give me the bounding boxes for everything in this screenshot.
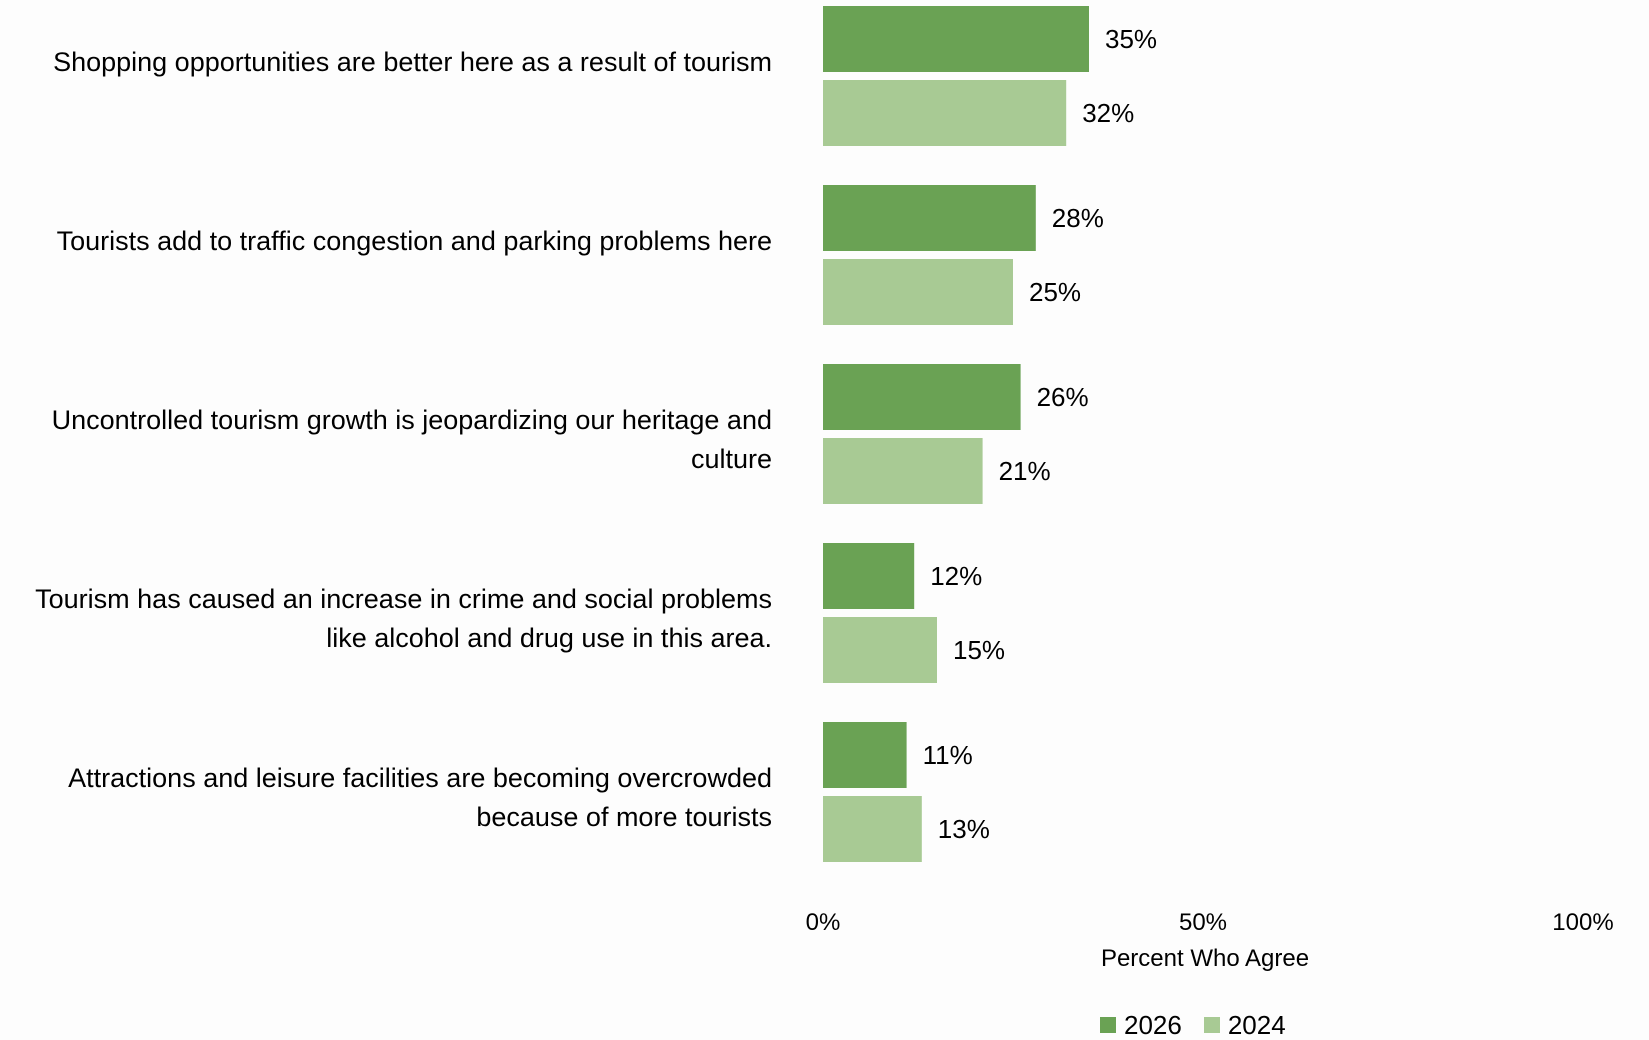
x-tick-label: 0% — [806, 909, 841, 936]
legend-label: 2026 — [1124, 1010, 1182, 1040]
bar-2026-5 — [823, 722, 907, 788]
bar-2026-4 — [823, 543, 915, 609]
bar-2026-2 — [823, 185, 1036, 251]
bar-2024-1 — [823, 80, 1067, 146]
legend: 2026 2024 — [1100, 1010, 1308, 1040]
x-axis-title: Percent Who Agree — [1100, 945, 1310, 972]
bar-2024-3 — [823, 438, 983, 504]
data-label: 12% — [930, 561, 982, 591]
bar-2024-4 — [823, 617, 937, 683]
data-label: 26% — [1037, 382, 1089, 412]
data-label: 35% — [1105, 24, 1157, 54]
category-label: Uncontrolled tourism growth is jeopardiz… — [51, 405, 772, 474]
data-label: 11% — [923, 740, 973, 770]
data-label: 13% — [938, 814, 990, 844]
data-label: 25% — [1029, 277, 1081, 307]
category-label: Tourism has caused an increase in crime … — [35, 584, 772, 653]
x-tick-label: 50% — [1179, 909, 1227, 936]
legend-label: 2024 — [1227, 1010, 1286, 1040]
category-label: Shopping opportunities are better here a… — [53, 47, 772, 77]
data-label: 15% — [953, 635, 1005, 665]
category-label: Attractions and leisure facilities are b… — [68, 763, 772, 832]
legend-item: 2024 — [1203, 1010, 1286, 1040]
legend-item: 2026 — [1100, 1010, 1182, 1040]
legend-swatch — [1100, 1017, 1116, 1033]
bar-2024-2 — [823, 259, 1013, 325]
data-label: 28% — [1052, 203, 1104, 233]
bar-2024-5 — [823, 796, 922, 862]
bar-2026-1 — [823, 6, 1089, 72]
data-label: 32% — [1082, 98, 1134, 128]
category-label: Tourists add to traffic congestion and p… — [56, 226, 772, 256]
x-tick-label: 100% — [1552, 909, 1613, 936]
legend-swatch — [1203, 1017, 1220, 1033]
bar-2026-3 — [823, 364, 1021, 430]
data-label: 21% — [999, 456, 1051, 486]
